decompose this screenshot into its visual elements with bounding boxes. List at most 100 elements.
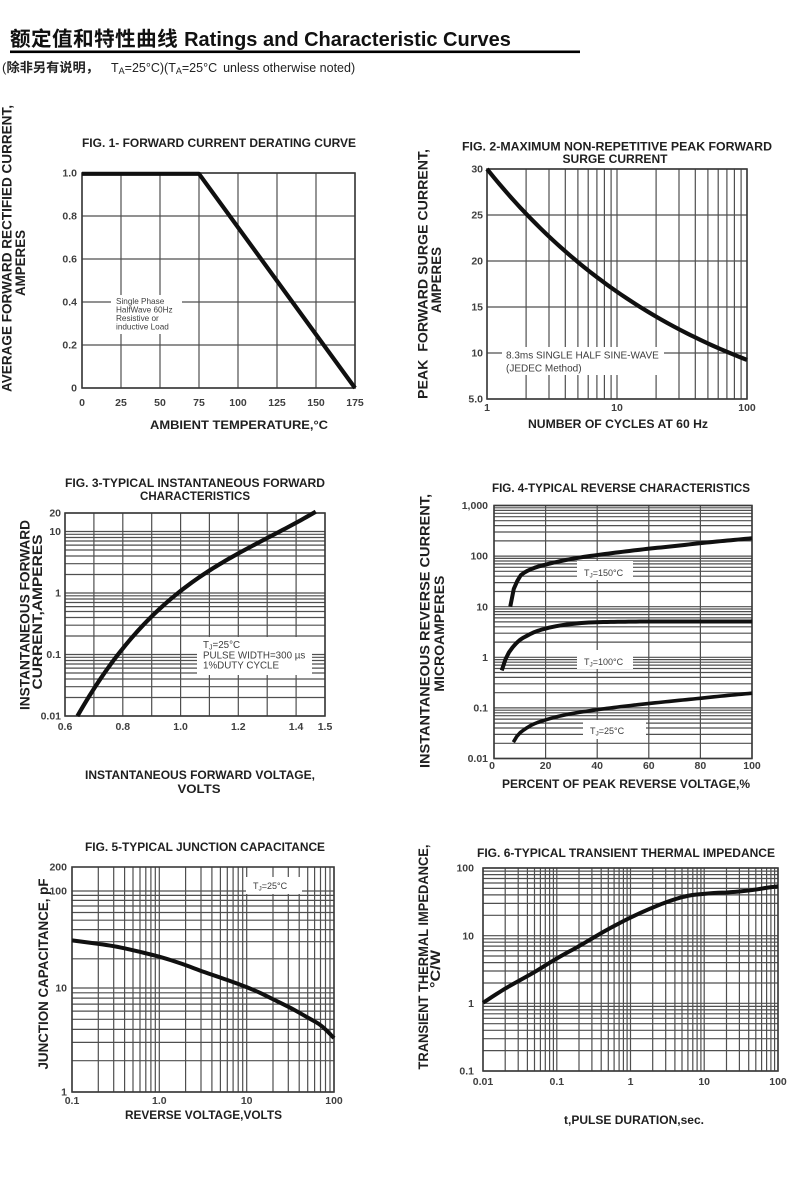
svg-text:VOLTS: VOLTS [178, 782, 221, 796]
svg-text:CHARACTERISTICS: CHARACTERISTICS [140, 489, 250, 503]
svg-text:0.1: 0.1 [549, 1076, 564, 1088]
svg-text:0: 0 [79, 397, 85, 409]
svg-text:FIG. 3-TYPICAL INSTANTANEOUS F: FIG. 3-TYPICAL INSTANTANEOUS FORWARD [65, 476, 325, 490]
svg-text:100: 100 [769, 1076, 787, 1088]
svg-text:1,000: 1,000 [462, 500, 488, 512]
svg-text:0: 0 [489, 760, 495, 772]
svg-text:AMBIENT TEMPERATURE,°C: AMBIENT TEMPERATURE,°C [150, 418, 328, 432]
svg-text:TJ=25°C: TJ=25°C [203, 640, 240, 652]
svg-text:20: 20 [471, 256, 483, 268]
svg-text:100: 100 [325, 1095, 343, 1107]
svg-text:1.0: 1.0 [62, 168, 77, 180]
svg-text:JUNCTION CAPACITANCE, pF: JUNCTION CAPACITANCE, pF [36, 878, 52, 1069]
svg-text:10: 10 [49, 526, 61, 538]
svg-text:FIG. 5-TYPICAL JUNCTION CAPACI: FIG. 5-TYPICAL JUNCTION CAPACITANCE [85, 840, 325, 854]
svg-text:175: 175 [346, 397, 364, 409]
svg-text:10: 10 [241, 1095, 253, 1107]
svg-text:0.6: 0.6 [62, 254, 77, 266]
svg-text:HalfWave 60Hz: HalfWave 60Hz [116, 306, 173, 315]
svg-text:TJ=150°C: TJ=150°C [584, 568, 624, 580]
svg-text:PULSE WIDTH=300 µs: PULSE WIDTH=300 µs [203, 651, 305, 662]
svg-text:FIG. 4-TYPICAL REVERSE CHARACT: FIG. 4-TYPICAL REVERSE CHARACTERISTICS [492, 481, 750, 495]
svg-text:SURGE CURRENT: SURGE CURRENT [563, 152, 668, 166]
svg-text:1.5: 1.5 [318, 721, 333, 733]
svg-text:0.6: 0.6 [58, 721, 73, 733]
svg-text:25: 25 [471, 210, 483, 222]
svg-text:PEAK FORWARD SURGE CURRENT,: PEAK FORWARD SURGE CURRENT, [416, 149, 432, 399]
svg-text:0.1: 0.1 [459, 1066, 474, 1078]
svg-text:0.1: 0.1 [473, 703, 488, 715]
svg-text:0.8: 0.8 [115, 721, 130, 733]
svg-text:REVERSE VOLTAGE,VOLTS: REVERSE VOLTAGE,VOLTS [125, 1108, 282, 1122]
svg-text:1.0: 1.0 [173, 721, 188, 733]
svg-text:1: 1 [55, 588, 61, 600]
svg-text:INSTANTANEOUS FORWARD VOLTAGE,: INSTANTANEOUS FORWARD VOLTAGE, [85, 768, 315, 782]
svg-text:AMPERES: AMPERES [13, 230, 29, 296]
svg-text:50: 50 [154, 397, 166, 409]
svg-text:CURRENT,AMPERES: CURRENT,AMPERES [30, 535, 46, 690]
svg-text:1: 1 [484, 402, 490, 414]
svg-text:10: 10 [611, 402, 623, 414]
svg-text:8.3ms SINGLE HALF SINE-WAVE: 8.3ms SINGLE HALF SINE-WAVE [506, 351, 659, 362]
svg-text:INSTANTANEOUS FORWARD: INSTANTANEOUS FORWARD [18, 520, 34, 710]
svg-text:0.4: 0.4 [62, 297, 77, 309]
svg-text:10: 10 [471, 348, 483, 360]
svg-text:75: 75 [193, 397, 205, 409]
svg-text:PERCENT OF PEAK REVERSE VOLTAG: PERCENT OF PEAK REVERSE VOLTAGE,% [502, 777, 750, 791]
svg-text:30: 30 [471, 164, 483, 176]
svg-text:AVERAGE FORWARD RECTIFIED CURR: AVERAGE FORWARD RECTIFIED CURRENT, [0, 105, 16, 392]
svg-text:10: 10 [462, 930, 474, 942]
svg-text:1.4: 1.4 [289, 721, 304, 733]
svg-text:1.0: 1.0 [152, 1095, 167, 1107]
svg-text:1: 1 [61, 1087, 67, 1099]
svg-text:100: 100 [456, 863, 474, 875]
svg-text:(: ( [2, 60, 7, 75]
svg-text:0.2: 0.2 [62, 340, 77, 352]
svg-text:FIG. 1- FORWARD CURRENT DERATI: FIG. 1- FORWARD CURRENT DERATING CURVE [82, 136, 356, 150]
svg-text:TRANSIENT THERMAL IMPEDANCE,: TRANSIENT THERMAL IMPEDANCE, [416, 845, 432, 1070]
svg-text:Resistive or: Resistive or [116, 314, 159, 323]
svg-text:1: 1 [468, 998, 474, 1010]
svg-text:25: 25 [115, 397, 127, 409]
svg-text:100: 100 [470, 551, 488, 563]
svg-text:60: 60 [643, 760, 655, 772]
svg-text:FIG. 2-MAXIMUM NON-REPETITIVE: FIG. 2-MAXIMUM NON-REPETITIVE PEAK FORWA… [462, 140, 772, 154]
svg-text:1: 1 [482, 652, 488, 664]
svg-text:MICROAMPERES: MICROAMPERES [432, 576, 448, 692]
svg-text:(JEDEC Method): (JEDEC Method) [506, 364, 582, 375]
svg-text:15: 15 [471, 302, 483, 314]
svg-text:°C/W: °C/W [428, 949, 444, 988]
svg-text:10: 10 [698, 1076, 710, 1088]
svg-text:100: 100 [49, 886, 67, 898]
svg-text:0.1: 0.1 [65, 1095, 80, 1107]
svg-text:TJ=25°C: TJ=25°C [590, 726, 625, 738]
svg-text:200: 200 [49, 862, 67, 874]
svg-text:100: 100 [738, 402, 756, 414]
svg-text:AMPERES: AMPERES [429, 247, 445, 313]
svg-text:0.01: 0.01 [473, 1076, 494, 1088]
svg-text:Single Phase: Single Phase [116, 297, 165, 306]
svg-text:5.0: 5.0 [468, 394, 483, 406]
svg-text:TJ=25°C: TJ=25°C [253, 881, 288, 893]
svg-text:1%DUTY CYCLE: 1%DUTY CYCLE [203, 661, 280, 672]
svg-text:inductive Load: inductive Load [116, 323, 169, 332]
svg-text:TJ=100°C: TJ=100°C [584, 657, 624, 669]
svg-text:40: 40 [591, 760, 603, 772]
svg-text:0.1: 0.1 [46, 649, 61, 661]
svg-text:0.01: 0.01 [468, 753, 489, 765]
svg-text:INSTANTANEOUS REVERSE CURRENT,: INSTANTANEOUS REVERSE CURRENT, [418, 494, 434, 768]
svg-text:20: 20 [540, 760, 552, 772]
svg-text:10: 10 [55, 983, 67, 995]
svg-text:20: 20 [49, 508, 61, 520]
svg-text:0.8: 0.8 [62, 211, 77, 223]
svg-text:100: 100 [743, 760, 761, 772]
svg-text:t,PULSE DURATION,sec.: t,PULSE DURATION,sec. [564, 1113, 704, 1127]
svg-text:Ratings and Characteristic Cur: Ratings and Characteristic Curves [184, 29, 511, 51]
svg-text:100: 100 [229, 397, 247, 409]
svg-text:125: 125 [268, 397, 286, 409]
svg-text:0: 0 [71, 383, 77, 395]
svg-text:80: 80 [695, 760, 707, 772]
svg-text:FIG. 6-TYPICAL TRANSIENT THERM: FIG. 6-TYPICAL TRANSIENT THERMAL IMPEDAN… [477, 846, 775, 860]
svg-text:0.01: 0.01 [41, 711, 62, 723]
